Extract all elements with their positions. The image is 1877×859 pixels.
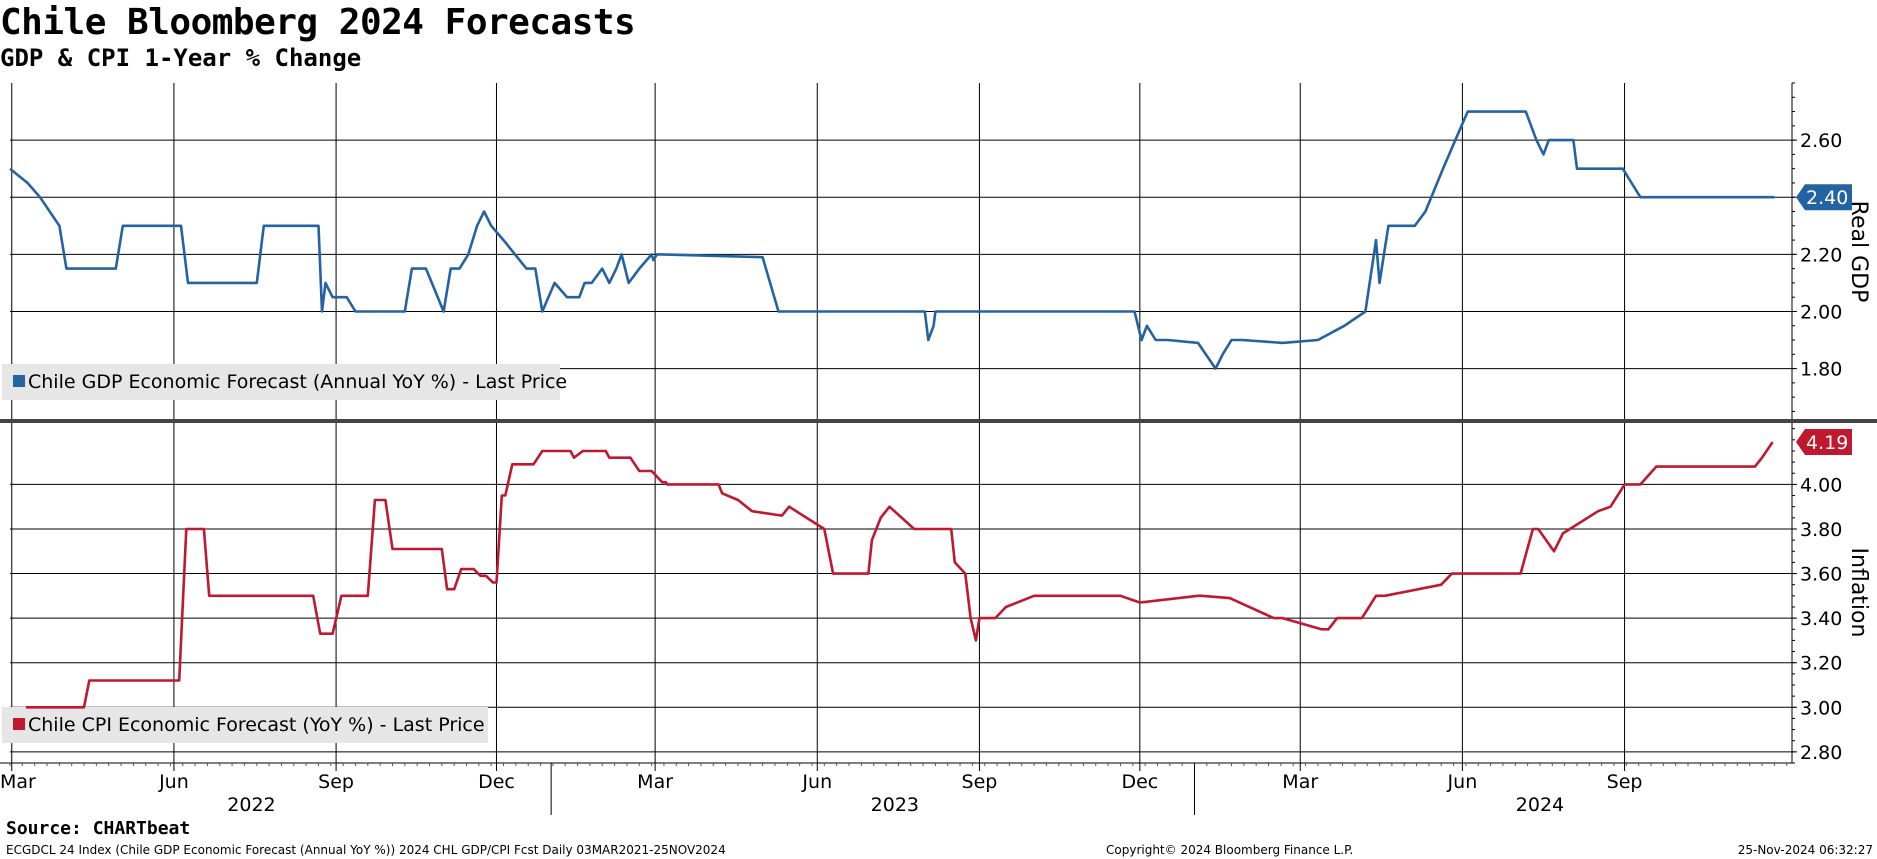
y-tick-label: 2.80	[1800, 742, 1842, 764]
footer-index-description: ECGDCL 24 Index (Chile GDP Economic Fore…	[6, 843, 726, 857]
last-value-badge	[1796, 429, 1852, 456]
y-tick-label: 3.20	[1800, 653, 1842, 675]
footer-copyright: Copyright© 2024 Bloomberg Finance L.P.	[1106, 843, 1354, 857]
x-month-label: Jun	[1447, 771, 1478, 793]
chart-subtitle: GDP & CPI 1-Year % Change	[0, 44, 362, 72]
x-month-label: Dec	[1121, 771, 1158, 793]
x-year-label: 2023	[871, 794, 919, 816]
legend-label: Chile CPI Economic Forecast (YoY %) - La…	[28, 714, 485, 736]
x-month-label: Sep	[318, 771, 354, 793]
footer-timestamp: 25-Nov-2024 06:32:27	[1737, 843, 1873, 857]
y-tick-label: 3.00	[1800, 697, 1842, 719]
y-tick-label: 3.80	[1800, 519, 1842, 541]
legend-box	[2, 707, 488, 743]
grid-lines	[10, 83, 1792, 763]
last-value-label: 2.40	[1806, 187, 1848, 209]
y-tick-label: 4.00	[1800, 474, 1842, 496]
legend-area: Chile GDP Economic Forecast (Annual YoY …	[2, 364, 567, 743]
legend-swatch	[13, 718, 25, 730]
x-month-label: Jun	[801, 771, 832, 793]
x-month-label: Mar	[0, 771, 36, 793]
x-year-label: 2024	[1516, 794, 1564, 816]
x-month-label: Dec	[478, 771, 515, 793]
x-month-label: Mar	[1282, 771, 1318, 793]
y-tick-label: 3.60	[1800, 564, 1842, 586]
y-tick-label: 2.00	[1800, 301, 1842, 323]
y-tick-label: 2.60	[1800, 130, 1842, 152]
y-axis-label: Inflation	[1846, 548, 1871, 638]
series-line-cpi	[25, 441, 1774, 709]
y-tick-label: 3.40	[1800, 608, 1842, 630]
x-month-label: Sep	[962, 771, 998, 793]
last-value-badge	[1796, 184, 1852, 211]
legend-swatch	[13, 375, 25, 387]
chart-title: Chile Bloomberg 2024 Forecasts	[0, 2, 636, 43]
x-month-label: Mar	[637, 771, 673, 793]
x-month-label: Sep	[1607, 771, 1643, 793]
x-year-label: 2022	[227, 794, 275, 816]
source-note: Source: CHARTbeat	[6, 818, 191, 839]
y-tick-label: 1.80	[1800, 359, 1842, 381]
legend-box	[2, 364, 560, 400]
series-lines	[9, 110, 1775, 709]
series-line-gdp	[9, 110, 1775, 370]
y-axis-label: Real GDP	[1846, 201, 1871, 303]
x-month-label: Jun	[158, 771, 189, 793]
y-tick-label: 2.20	[1800, 244, 1842, 266]
last-value-label: 4.19	[1806, 432, 1848, 454]
panel-divider	[0, 419, 1877, 423]
legend-label: Chile GDP Economic Forecast (Annual YoY …	[28, 371, 567, 393]
